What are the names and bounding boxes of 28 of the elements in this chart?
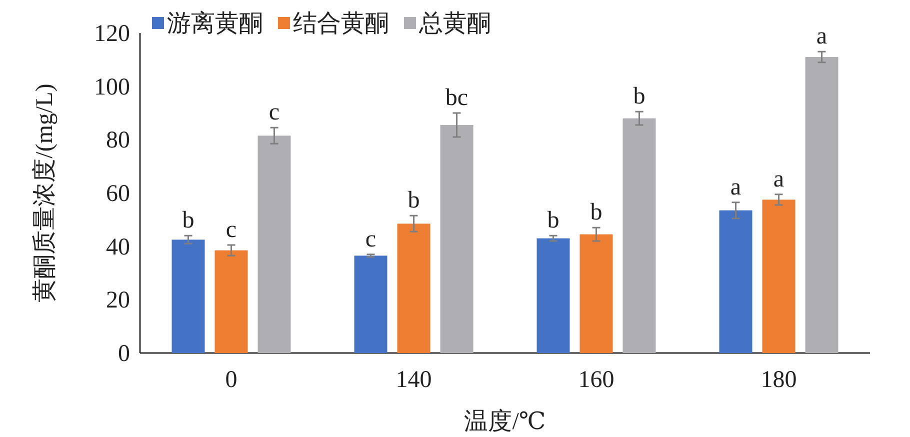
data-label: bc	[445, 85, 468, 111]
legend-label: 游离黄酮	[167, 10, 263, 37]
data-label: b	[633, 84, 646, 110]
y-tick-label: 20	[106, 288, 130, 314]
data-label: b	[182, 208, 194, 234]
data-label: a	[773, 166, 784, 192]
x-axis-title: 温度/℃	[464, 408, 546, 435]
y-tick-label: 120	[94, 21, 130, 47]
x-tick-label: 0	[225, 367, 238, 393]
data-label: a	[730, 174, 742, 200]
x-tick-label: 160	[578, 367, 614, 393]
y-tick-label: 0	[118, 341, 130, 367]
y-tick-label: 80	[106, 128, 130, 154]
y-axis-title: 黄酮质量浓度/(mg/L)	[31, 84, 58, 302]
legend-label: 结合黄酮	[293, 11, 389, 37]
data-label: c	[268, 100, 280, 126]
data-label: b	[408, 188, 420, 214]
y-tick-label: 40	[106, 234, 130, 260]
y-tick-label: 100	[94, 74, 130, 100]
data-label: b	[590, 200, 602, 226]
y-tick-label: 60	[106, 181, 130, 207]
data-label: a	[816, 24, 828, 50]
x-tick-label: 140	[396, 367, 432, 393]
legend-label: 总黄酮	[418, 11, 491, 37]
data-label: c	[365, 226, 376, 252]
x-tick-label: 180	[760, 367, 797, 393]
data-label: b	[547, 208, 560, 234]
data-label: c	[226, 217, 237, 243]
